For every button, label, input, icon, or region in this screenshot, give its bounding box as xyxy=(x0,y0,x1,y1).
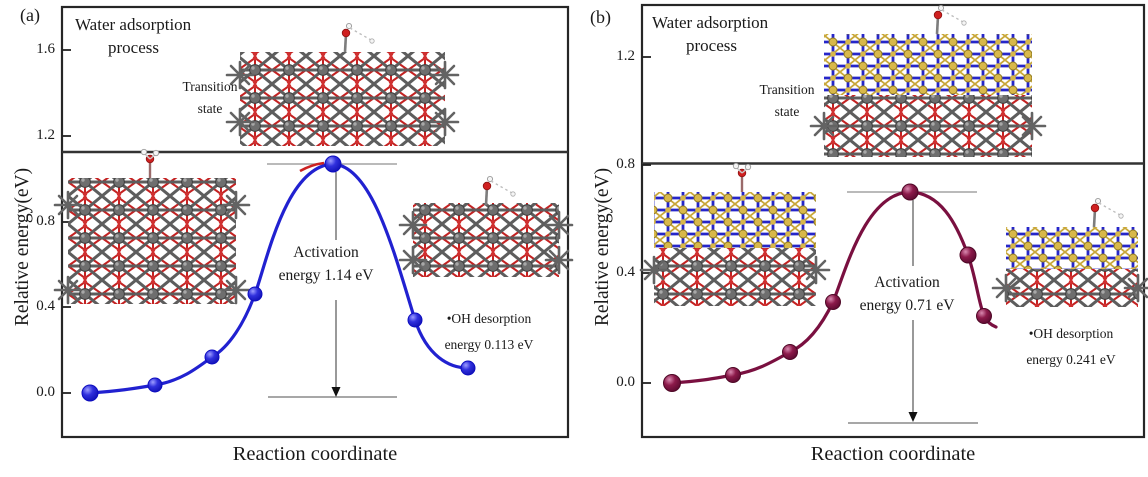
activation-line1: Activation xyxy=(293,244,359,261)
hydroxyl-icon xyxy=(340,22,376,54)
data-points-a xyxy=(81,155,476,402)
activation-line2: energy 0.71 eV xyxy=(859,297,955,314)
transition-state-label-a: Transition state xyxy=(174,76,246,120)
y-axis-title-b: Relative energy(eV) xyxy=(592,167,613,327)
transition-line2: state xyxy=(197,101,223,116)
desorption-line2: energy 0.113 eV xyxy=(444,337,534,352)
molecule-initial-a xyxy=(53,148,251,305)
panel-b xyxy=(639,3,1148,439)
ytick-a-0.8: 0.8 xyxy=(36,213,55,229)
activation-line2: energy 1.14 eV xyxy=(278,267,374,284)
x-axis-title-a: Reaction coordinate xyxy=(232,443,398,465)
panel-b-yticks xyxy=(642,56,651,384)
ytick-b-1.2: 1.2 xyxy=(616,48,635,64)
ytick-a-0.0: 0.0 xyxy=(36,384,55,400)
panel-a-label: (a) xyxy=(20,5,40,25)
x-axis-title-b: Reaction coordinate xyxy=(810,443,976,465)
molecule-transition-a xyxy=(225,22,460,146)
ytick-b-0.8: 0.8 xyxy=(616,156,635,172)
molecule-final-a xyxy=(398,175,574,277)
panel-b-title-line1: Water adsorption xyxy=(652,13,769,32)
panel-a-title-line1: Water adsorption xyxy=(75,15,192,34)
desorption-line1: •OH desorption xyxy=(1028,326,1114,341)
molecule-transition-b xyxy=(809,4,1047,157)
desorption-line1: •OH desorption xyxy=(446,311,532,326)
molecule-final-b xyxy=(991,197,1148,307)
hydroxyl-icon xyxy=(932,4,968,36)
ytick-b-0.4: 0.4 xyxy=(616,264,635,280)
desorption-line2: energy 0.241 eV xyxy=(1026,352,1116,367)
y-axis-title-a: Relative energy(eV) xyxy=(12,167,33,327)
water-molecule-icon xyxy=(140,148,160,180)
ytick-a-1.2: 1.2 xyxy=(36,127,55,143)
ts-red-segment-a xyxy=(299,161,325,173)
ytick-a-0.4: 0.4 xyxy=(36,298,55,314)
transition-line1: Transition xyxy=(182,79,238,94)
arrow-down-icon xyxy=(331,387,341,397)
molecule-initial-b xyxy=(639,162,831,306)
transition-state-label-b: Transition state xyxy=(751,79,823,123)
panel-b-title-line2: process xyxy=(686,36,737,55)
data-points-b xyxy=(663,183,992,392)
arrow-down-icon xyxy=(908,412,918,422)
hydroxyl-icon xyxy=(481,175,517,207)
ytick-a-1.6: 1.6 xyxy=(36,41,55,57)
desorption-energy-label-b: •OH desorption energy 0.241 eV xyxy=(1006,321,1136,373)
activation-energy-label-a: Activation energy 1.14 eV xyxy=(253,241,399,287)
energy-curve-b xyxy=(670,190,998,385)
hydroxyl-icon xyxy=(1089,197,1125,229)
water-molecule-icon xyxy=(732,162,752,194)
panel-b-label: (b) xyxy=(590,7,611,27)
desorption-energy-label-a: •OH desorption energy 0.113 eV xyxy=(428,306,550,358)
activation-line1: Activation xyxy=(874,274,940,291)
activation-energy-label-b: Activation energy 0.71 eV xyxy=(833,271,981,317)
panel-a xyxy=(53,5,574,439)
transition-line2: state xyxy=(774,104,800,119)
panel-b-border xyxy=(640,3,1146,439)
ytick-b-0.0: 0.0 xyxy=(616,374,635,390)
transition-line1: Transition xyxy=(759,82,815,97)
panel-a-title-line2: process xyxy=(108,38,159,57)
